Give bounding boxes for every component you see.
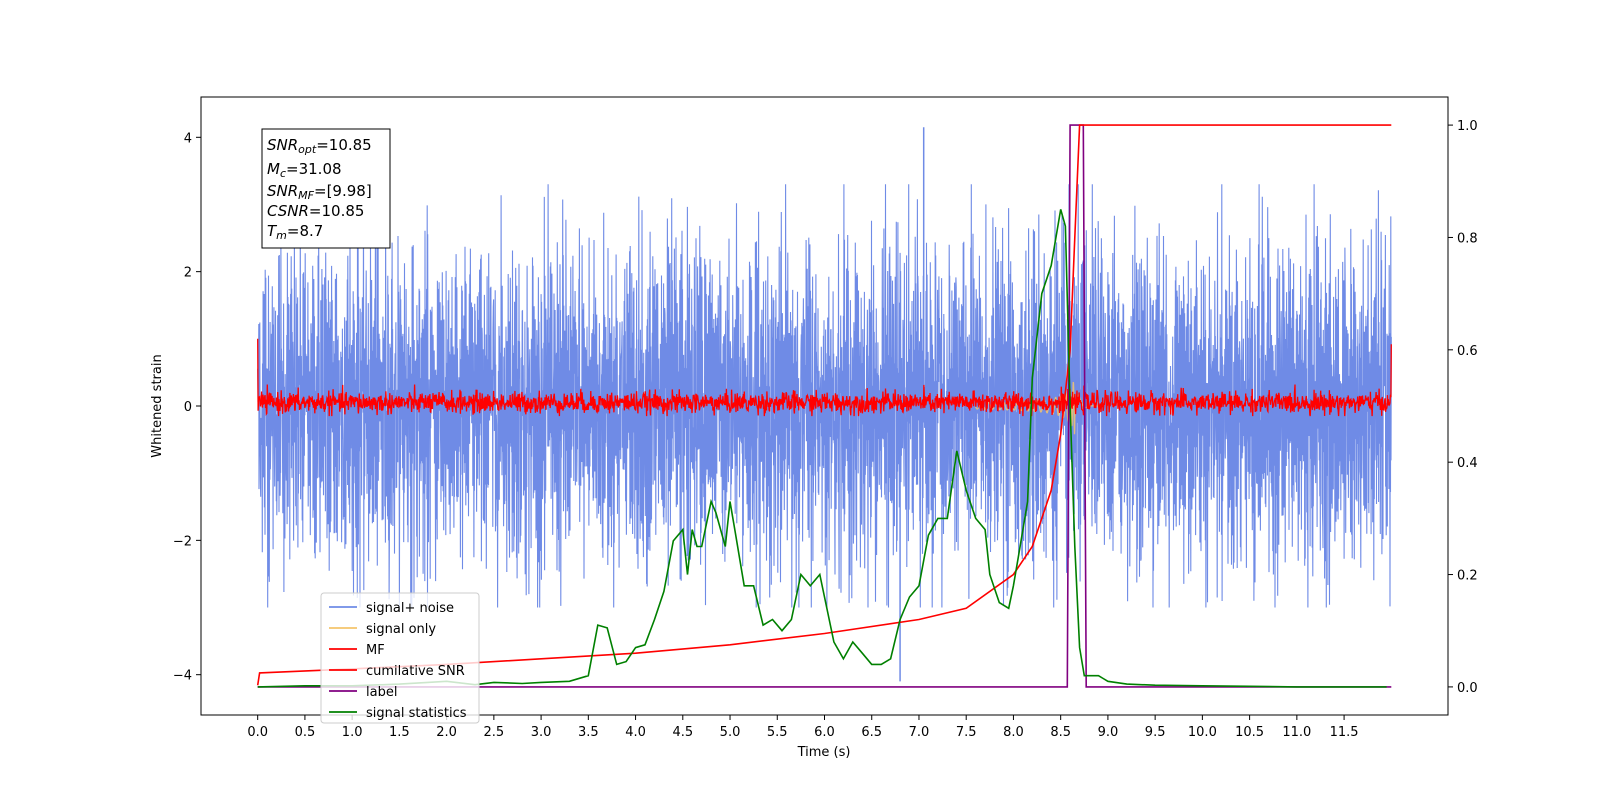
series-mf-line [257,338,1392,417]
x-tick-label: 6.5 [861,725,882,740]
x-tick-label: 7.5 [956,725,977,740]
legend-label: label [366,685,397,700]
x-tick-label: 9.0 [1098,725,1119,740]
y-tick-label-left: −4 [173,669,192,684]
legend-label: signal only [366,622,436,637]
x-tick-label: 3.0 [531,725,552,740]
y-tick-label-right: 0.6 [1457,344,1478,359]
y-axis-label: Whitened strain [150,354,165,457]
y-tick-label-left: −2 [173,534,192,549]
legend-label: signal+ noise [366,601,454,616]
y-tick-label-right: 0.0 [1457,681,1478,696]
series-signal-statistics-line [257,209,1387,688]
info-mc: Mc=31.08 [267,160,342,180]
y-tick-label-right: 1.0 [1457,119,1478,134]
x-tick-label: 11.5 [1330,725,1359,740]
y-tick-label-left: 2 [184,266,192,281]
x-tick-label: 1.0 [342,725,363,740]
x-tick-label: 0.0 [247,725,268,740]
x-tick-label: 11.0 [1282,725,1311,740]
x-tick-label: 7.0 [909,725,930,740]
x-tick-label: 5.0 [720,725,741,740]
x-tick-label: 6.0 [814,725,835,740]
x-tick-label: 2.5 [484,725,505,740]
x-tick-label: 4.0 [625,725,646,740]
info-csnr: CSNR=10.85 [267,202,364,220]
legend-frame [320,592,480,724]
x-tick-label: 10.0 [1188,725,1217,740]
y-tick-label-right: 0.8 [1457,231,1478,246]
x-tick-label: 4.5 [672,725,693,740]
x-tick-label: 2.0 [436,725,457,740]
info-snr-opt: SNRopt=10.85 [267,136,372,156]
x-tick-label: 0.5 [295,725,316,740]
x-axis-label: Time (s) [797,745,851,760]
x-tick-label: 8.5 [1050,725,1071,740]
info-snr-mf: SNRMF=[9.98] [267,182,372,202]
y-tick-label-left: 0 [184,400,192,415]
legend-label: MF [366,643,385,658]
series-signal-noise-line [257,184,1392,608]
legend: signal+ noise signal only MF cumilative SNR… [320,592,480,724]
x-tick-label: 1.5 [389,725,410,740]
legend-label: signal statistics [366,706,467,721]
info-tm: Tm=8.7 [267,222,323,242]
x-tick-label: 9.5 [1145,725,1166,740]
y-tick-label-right: 0.2 [1457,569,1478,584]
series-label-line [257,124,1392,688]
y-tick-label-right: 0.4 [1457,456,1478,471]
x-tick-label: 8.0 [1003,725,1024,740]
legend-label: cumilative SNR [366,664,465,679]
info-box: SNRopt=10.85 Mc=31.08 SNRMF=[9.98] CSNR=… [261,128,391,249]
x-tick-label: 10.5 [1235,725,1264,740]
x-tick-label: 3.5 [578,725,599,740]
y-tick-label-left: 4 [184,131,192,146]
x-tick-label: 5.5 [767,725,788,740]
